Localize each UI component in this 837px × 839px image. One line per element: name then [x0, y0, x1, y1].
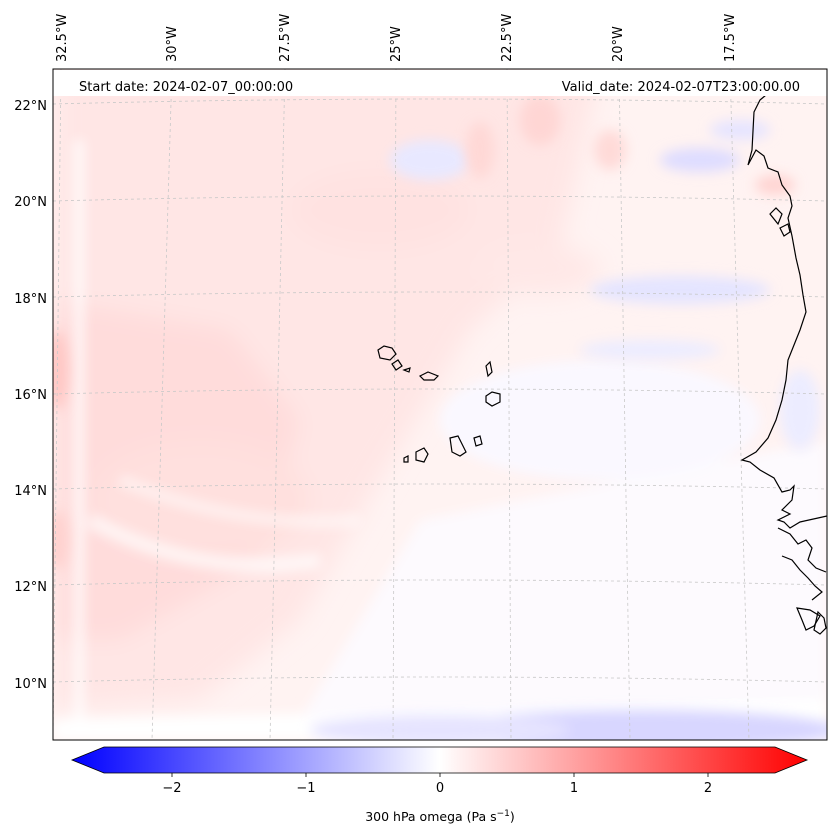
map-frame — [52, 68, 828, 741]
colorbar-label: 300 hPa omega (Pa s−1) — [365, 809, 515, 824]
lon-label: 22.5°W — [500, 14, 515, 62]
lon-label: 30°W — [165, 26, 180, 62]
lon-label: 27.5°W — [278, 14, 293, 62]
lat-label: 22°N — [14, 99, 47, 114]
header-band — [53, 70, 827, 96]
latitude-labels: 22°N 20°N 18°N 16°N 14°N 12°N 10°N — [14, 99, 47, 692]
omega-field — [53, 69, 827, 740]
valid-date-label: Valid_date: 2024-02-07T23:00:00.00 — [562, 80, 800, 95]
lat-label: 10°N — [14, 677, 47, 692]
colorbar-gradient — [70, 746, 809, 774]
graticule — [53, 69, 827, 740]
lon-label: 32.5°W — [55, 14, 70, 62]
colorbar-tick: 2 — [704, 781, 712, 796]
lat-label: 14°N — [14, 484, 47, 499]
lat-label: 16°N — [14, 388, 47, 403]
lat-label: 18°N — [14, 292, 47, 307]
colorbar: −2 −1 0 1 2 300 hPa omega (Pa s−1) — [70, 746, 809, 824]
lon-label: 25°W — [389, 26, 404, 62]
start-date-label: Start date: 2024-02-07_00:00:00 — [79, 80, 293, 95]
coastline — [740, 89, 827, 635]
colorbar-tick: 1 — [570, 781, 578, 796]
longitude-labels: 32.5°W 30°W 27.5°W 25°W 22.5°W 20°W 17.5… — [55, 14, 738, 62]
lon-label: 20°W — [611, 26, 626, 62]
lat-label: 20°N — [14, 195, 47, 210]
lon-label: 17.5°W — [723, 14, 738, 62]
colorbar-tick: 0 — [436, 781, 444, 796]
cape-verde-islands — [377, 345, 501, 463]
colorbar-tick: −1 — [296, 781, 315, 796]
colorbar-tick: −2 — [162, 781, 181, 796]
lat-label: 12°N — [14, 580, 47, 595]
